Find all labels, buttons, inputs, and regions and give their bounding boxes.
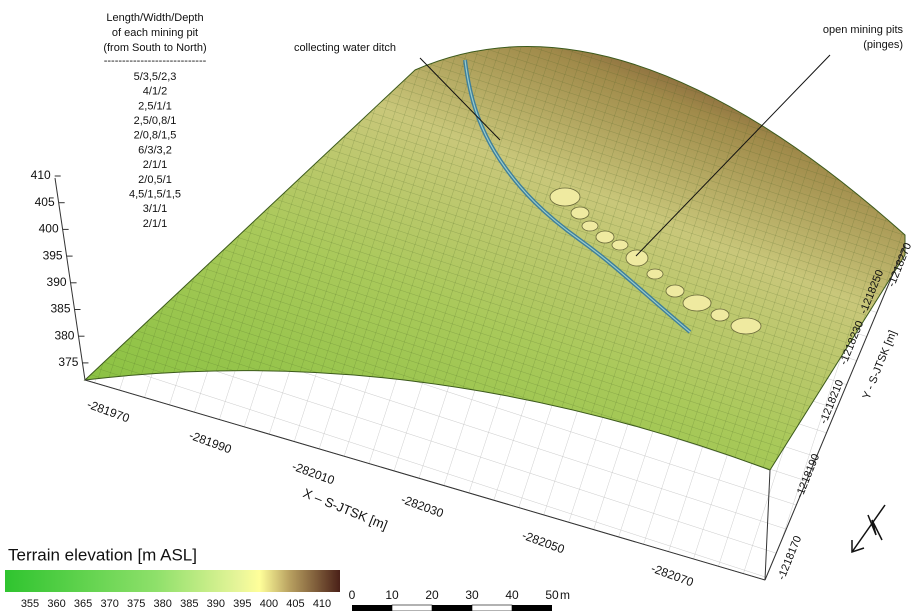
table-title: of each mining pit bbox=[112, 27, 198, 39]
z-tick-label: 375 bbox=[58, 355, 78, 369]
x-tick-label: -282050 bbox=[520, 528, 566, 556]
x-tick-label: -282030 bbox=[399, 492, 445, 520]
legend-tick-label: 410 bbox=[313, 598, 331, 610]
pits-annotation: open mining pits bbox=[823, 24, 904, 36]
scale-unit: m bbox=[560, 588, 570, 602]
scale-tick-label: 50 bbox=[545, 588, 559, 602]
table-row: 2,5/1/1 bbox=[138, 100, 172, 112]
table-row: 2/1/1 bbox=[143, 159, 167, 171]
z-tick-label: 380 bbox=[54, 328, 74, 342]
pit-table: Length/Width/Depth of each mining pit (fro… bbox=[103, 12, 206, 230]
legend-title: Terrain elevation [m ASL] bbox=[8, 545, 197, 564]
scale-tick-label: 0 bbox=[349, 588, 356, 602]
legend-tick-label: 395 bbox=[233, 598, 251, 610]
x-tick-label: -282070 bbox=[649, 561, 695, 589]
x-tick-label: -282010 bbox=[290, 459, 336, 487]
legend-tick-label: 375 bbox=[127, 598, 145, 610]
table-title: (from South to North) bbox=[103, 42, 206, 54]
x-tick-label: -281970 bbox=[85, 397, 131, 425]
scale-tick-label: 10 bbox=[385, 588, 399, 602]
legend-tick-label: 365 bbox=[74, 598, 92, 610]
scale-tick-label: 30 bbox=[465, 588, 479, 602]
z-tick-label: 390 bbox=[47, 275, 67, 289]
table-row: 2/0,8/1,5 bbox=[134, 130, 177, 142]
table-separator: ---------------------------- bbox=[104, 55, 207, 67]
z-tick-label: 410 bbox=[31, 168, 51, 182]
legend-tick-label: 380 bbox=[154, 598, 172, 610]
legend-tick-label: 390 bbox=[207, 598, 225, 610]
north-arrow bbox=[852, 505, 885, 552]
table-row: 4/1/2 bbox=[143, 86, 167, 98]
z-tick-label: 395 bbox=[43, 248, 63, 262]
legend-tick-label: 405 bbox=[286, 598, 304, 610]
table-row: 5/3,5/2,3 bbox=[134, 71, 177, 83]
y-axis-label: Y - S-JTSK [m] bbox=[861, 329, 900, 401]
legend-tick-label: 355 bbox=[21, 598, 39, 610]
table-row: 4,5/1,5/1,5 bbox=[129, 189, 181, 201]
color-bar bbox=[5, 570, 340, 592]
z-tick-label: 385 bbox=[50, 302, 70, 316]
legend-tick-label: 400 bbox=[260, 598, 278, 610]
table-row: 2/1/1 bbox=[143, 218, 167, 230]
table-row: 2/0,5/1 bbox=[138, 174, 172, 186]
pits-annotation: (pinges) bbox=[863, 39, 903, 51]
z-tick-label: 405 bbox=[35, 195, 55, 209]
z-tick-label: 400 bbox=[39, 222, 59, 236]
terrain-figure: collecting water ditch open mining pits … bbox=[0, 0, 912, 611]
legend-ticks: 355 360 365 370 375 380 385 390 395 400 405 410 bbox=[21, 598, 331, 610]
scale-tick-label: 20 bbox=[425, 588, 439, 602]
legend-tick-label: 360 bbox=[47, 598, 65, 610]
scale-tick-label: 40 bbox=[505, 588, 519, 602]
x-tick-label: -281990 bbox=[187, 428, 233, 456]
legend-tick-label: 370 bbox=[100, 598, 118, 610]
table-row: 6/3/3,2 bbox=[138, 144, 172, 156]
table-row: 3/1/1 bbox=[143, 203, 167, 215]
x-axis-label: X – S-JTSK [m] bbox=[301, 485, 390, 532]
table-row: 2,5/0,8/1 bbox=[134, 115, 177, 127]
ditch-annotation: collecting water ditch bbox=[294, 42, 396, 54]
table-title: Length/Width/Depth bbox=[106, 12, 203, 24]
legend-tick-label: 385 bbox=[180, 598, 198, 610]
